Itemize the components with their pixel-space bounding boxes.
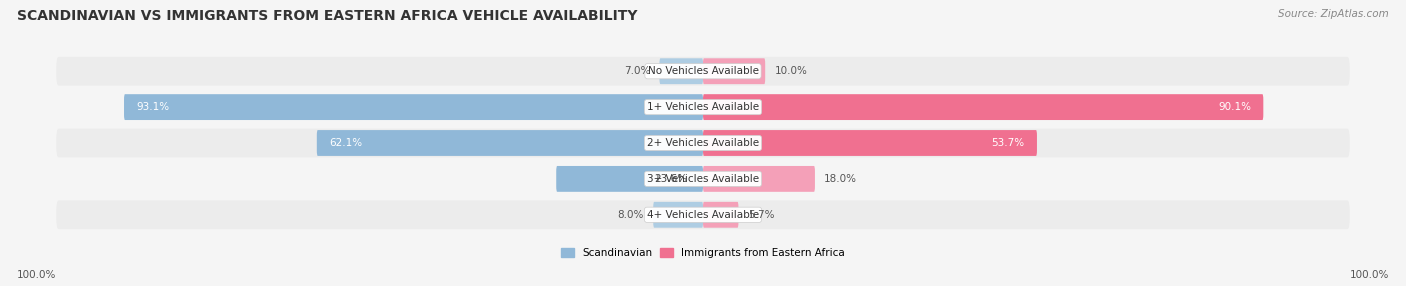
FancyBboxPatch shape <box>56 200 1350 229</box>
FancyBboxPatch shape <box>703 130 1038 156</box>
FancyBboxPatch shape <box>703 94 1264 120</box>
Legend: Scandinavian, Immigrants from Eastern Africa: Scandinavian, Immigrants from Eastern Af… <box>557 244 849 262</box>
Text: 2+ Vehicles Available: 2+ Vehicles Available <box>647 138 759 148</box>
Text: 93.1%: 93.1% <box>136 102 170 112</box>
FancyBboxPatch shape <box>703 58 765 84</box>
FancyBboxPatch shape <box>703 202 738 228</box>
FancyBboxPatch shape <box>659 58 703 84</box>
FancyBboxPatch shape <box>703 166 815 192</box>
Text: 5.7%: 5.7% <box>748 210 775 220</box>
Text: 62.1%: 62.1% <box>329 138 363 148</box>
Text: 23.6%: 23.6% <box>654 174 688 184</box>
Text: 7.0%: 7.0% <box>624 66 650 76</box>
FancyBboxPatch shape <box>557 166 703 192</box>
Text: SCANDINAVIAN VS IMMIGRANTS FROM EASTERN AFRICA VEHICLE AVAILABILITY: SCANDINAVIAN VS IMMIGRANTS FROM EASTERN … <box>17 9 637 23</box>
Text: 100.0%: 100.0% <box>1350 270 1389 280</box>
Text: 3+ Vehicles Available: 3+ Vehicles Available <box>647 174 759 184</box>
Text: 18.0%: 18.0% <box>824 174 858 184</box>
Text: 8.0%: 8.0% <box>617 210 644 220</box>
Text: No Vehicles Available: No Vehicles Available <box>648 66 758 76</box>
Text: Source: ZipAtlas.com: Source: ZipAtlas.com <box>1278 9 1389 19</box>
Text: 4+ Vehicles Available: 4+ Vehicles Available <box>647 210 759 220</box>
FancyBboxPatch shape <box>316 130 703 156</box>
Text: 90.1%: 90.1% <box>1218 102 1251 112</box>
Text: 53.7%: 53.7% <box>991 138 1025 148</box>
FancyBboxPatch shape <box>124 94 703 120</box>
FancyBboxPatch shape <box>56 93 1350 122</box>
Text: 100.0%: 100.0% <box>17 270 56 280</box>
Text: 10.0%: 10.0% <box>775 66 807 76</box>
Text: 1+ Vehicles Available: 1+ Vehicles Available <box>647 102 759 112</box>
FancyBboxPatch shape <box>654 202 703 228</box>
FancyBboxPatch shape <box>56 164 1350 193</box>
FancyBboxPatch shape <box>56 129 1350 157</box>
FancyBboxPatch shape <box>56 57 1350 86</box>
